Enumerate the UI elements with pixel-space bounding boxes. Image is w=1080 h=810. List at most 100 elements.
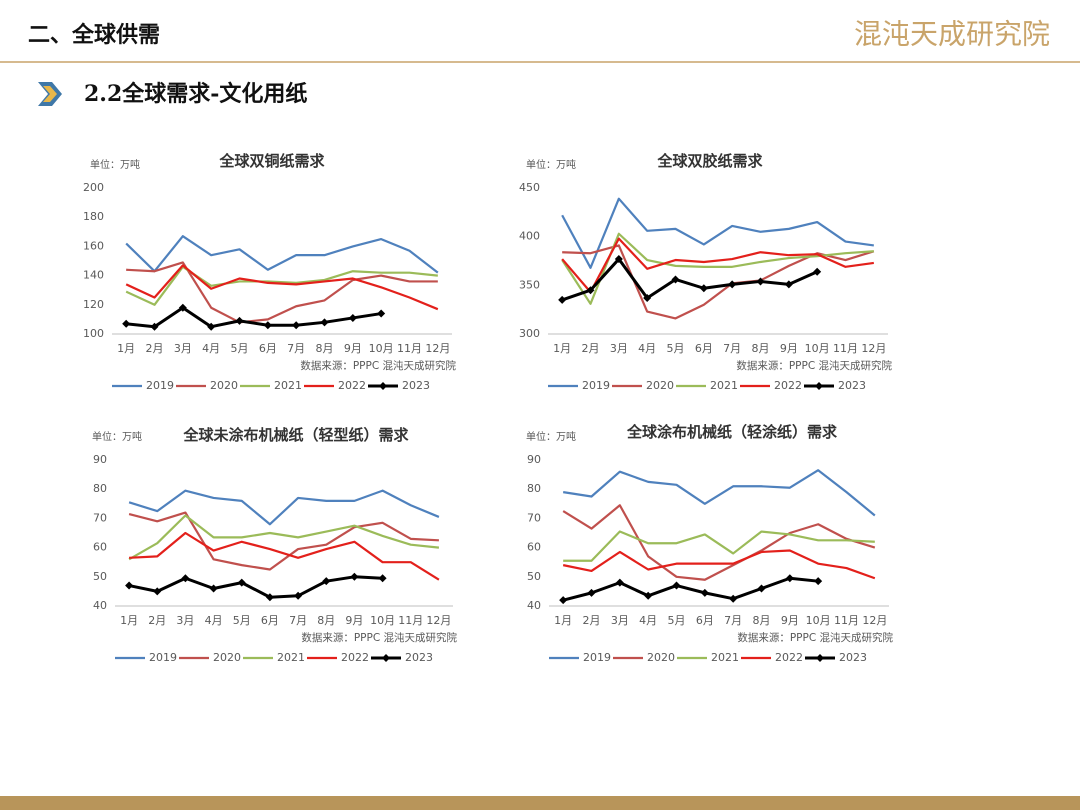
data-point (178, 303, 187, 312)
data-point (671, 275, 680, 284)
x-tick-label: 4月 (638, 342, 656, 355)
data-point (814, 577, 823, 586)
data-point (350, 572, 359, 581)
x-tick-label: 3月 (611, 614, 629, 627)
y-tick-label: 80 (527, 482, 541, 495)
data-point (235, 316, 244, 325)
series-line (126, 306, 382, 329)
series-line (125, 235, 439, 274)
legend-label: 2020 (213, 651, 241, 664)
y-tick-label: 180 (83, 210, 104, 223)
legend-label: 2021 (710, 379, 738, 392)
series-line (125, 265, 438, 306)
legend-label: 2023 (405, 651, 433, 664)
x-tick-label: 1月 (120, 614, 138, 627)
x-tick-label: 3月 (174, 342, 192, 355)
data-point (615, 578, 624, 587)
x-tick-label: 9月 (780, 342, 798, 355)
data-point (320, 318, 329, 327)
unit-label: 单位：万吨 (92, 430, 142, 443)
legend-label: 2019 (582, 379, 610, 392)
source-note: 数据来源：PPPC 混沌天成研究院 (300, 359, 456, 372)
unit-label: 单位：万吨 (526, 430, 576, 443)
legend-label: 2022 (775, 651, 803, 664)
legend-label: 2019 (146, 379, 174, 392)
y-tick-label: 300 (519, 327, 540, 340)
x-tick-label: 12月 (861, 342, 886, 355)
legend-label: 2023 (402, 379, 430, 392)
data-point (263, 321, 272, 330)
chart-title: 全球涂布机械纸（轻涂纸）需求 (626, 423, 838, 441)
logo: 混沌天成研究院 (854, 18, 1050, 51)
x-tick-label: 2月 (582, 342, 600, 355)
x-tick-label: 7月 (724, 614, 742, 627)
legend-label: 2021 (277, 651, 305, 664)
x-tick-label: 5月 (668, 614, 686, 627)
legend-marker (379, 382, 387, 390)
x-tick-label: 7月 (289, 614, 307, 627)
x-tick-label: 6月 (696, 614, 714, 627)
series-line (562, 504, 876, 581)
x-tick-label: 10月 (369, 342, 394, 355)
data-point (757, 584, 766, 593)
y-tick-label: 90 (527, 453, 541, 466)
data-point (728, 280, 737, 289)
source-note: 数据来源：PPPC 混沌天成研究院 (301, 631, 457, 644)
y-tick-label: 90 (93, 453, 107, 466)
x-tick-label: 3月 (610, 342, 628, 355)
data-point (181, 574, 190, 583)
legend-label: 2019 (583, 651, 611, 664)
x-tick-label: 7月 (723, 342, 741, 355)
series-line (128, 511, 439, 571)
data-point (377, 309, 386, 318)
x-tick-label: 9月 (781, 614, 799, 627)
x-tick-label: 1月 (553, 342, 571, 355)
x-tick-label: 5月 (667, 342, 685, 355)
x-tick-label: 7月 (287, 342, 305, 355)
x-tick-label: 10月 (806, 614, 831, 627)
x-tick-label: 11月 (397, 342, 422, 355)
x-tick-label: 8月 (752, 342, 770, 355)
x-tick-label: 11月 (833, 342, 858, 355)
legend-marker (815, 382, 823, 390)
y-tick-label: 140 (83, 269, 104, 282)
y-tick-label: 450 (519, 181, 540, 194)
data-point (644, 591, 653, 600)
legend-label: 2020 (646, 379, 674, 392)
data-point (294, 591, 303, 600)
data-point (813, 267, 822, 276)
x-tick-label: 4月 (639, 614, 657, 627)
y-tick-label: 200 (83, 181, 104, 194)
series-line (561, 257, 818, 302)
x-tick-label: 3月 (176, 614, 194, 627)
x-tick-label: 5月 (233, 614, 251, 627)
series-line (562, 469, 876, 517)
series-line (562, 549, 876, 580)
y-tick-label: 50 (93, 570, 107, 583)
data-point (122, 319, 131, 328)
legend-marker (816, 654, 824, 662)
data-point (322, 577, 331, 586)
y-tick-label: 40 (93, 599, 107, 612)
legend-label: 2023 (839, 651, 867, 664)
legend-label: 2020 (647, 651, 675, 664)
data-point (586, 286, 595, 295)
source-note: 数据来源：PPPC 混沌天成研究院 (737, 631, 893, 644)
data-point (672, 581, 681, 590)
data-point (378, 574, 387, 583)
y-tick-label: 160 (83, 239, 104, 252)
data-point (237, 578, 246, 587)
chart-title: 全球双铜纸需求 (218, 152, 325, 170)
x-tick-label: 5月 (231, 342, 249, 355)
x-tick-label: 10月 (370, 614, 395, 627)
x-tick-label: 2月 (148, 614, 166, 627)
x-tick-label: 8月 (317, 614, 335, 627)
x-tick-label: 4月 (202, 342, 220, 355)
legend-label: 2021 (274, 379, 302, 392)
data-point (784, 280, 793, 289)
legend-label: 2023 (838, 379, 866, 392)
x-tick-label: 9月 (344, 342, 362, 355)
y-tick-label: 70 (93, 511, 107, 524)
chart-title: 全球双胶纸需求 (656, 152, 763, 170)
legend-marker (382, 654, 390, 662)
